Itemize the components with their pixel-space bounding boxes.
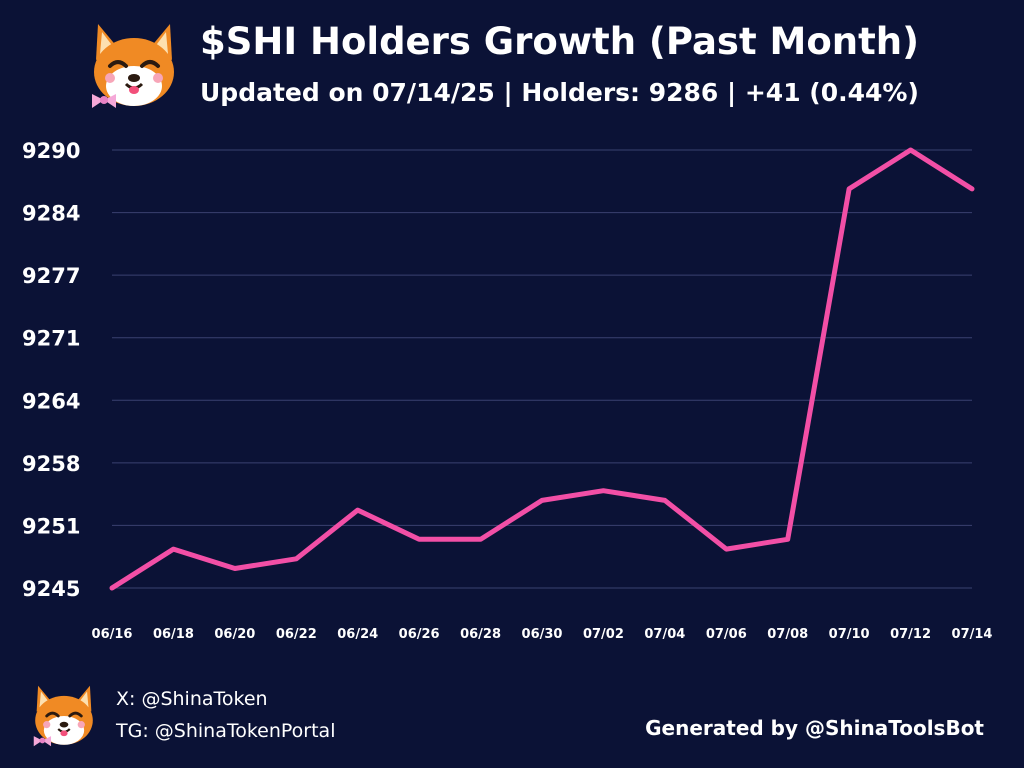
generated-by-text: Generated by @ShinaToolsBot xyxy=(645,716,984,740)
shiba-inu-logo-icon xyxy=(92,24,174,108)
y-tick-label: 9264 xyxy=(22,389,80,413)
x-axis-ticks: 06/16 06/18 06/20 06/22 06/24 06/26 06/28 06/30… xyxy=(92,627,993,642)
shiba-inu-footer-icon xyxy=(33,685,93,747)
x-tick-label: 07/12 xyxy=(890,627,931,642)
x-tick-label: 06/26 xyxy=(399,627,440,642)
x-tick-label: 06/24 xyxy=(337,627,378,642)
x-tick-label: 07/08 xyxy=(767,627,808,642)
y-tick-label: 9277 xyxy=(22,264,80,288)
x-handle-link[interactable]: X: @ShinaToken xyxy=(116,688,268,710)
series-layer xyxy=(109,147,975,591)
x-tick-label: 06/28 xyxy=(460,627,501,642)
x-tick-label: 06/22 xyxy=(276,627,317,642)
x-tick-label: 07/06 xyxy=(706,627,747,642)
y-tick-label: 9290 xyxy=(22,139,80,163)
x-tick-label: 06/30 xyxy=(522,627,563,642)
y-axis-ticks: 9290 9284 9277 9271 9264 9258 9251 9245 xyxy=(22,139,80,601)
tg-handle-link[interactable]: TG: @ShinaTokenPortal xyxy=(116,720,336,742)
y-tick-label: 9245 xyxy=(22,577,80,601)
x-tick-label: 06/16 xyxy=(92,627,133,642)
y-tick-label: 9258 xyxy=(22,452,80,476)
chart-subtitle: Updated on 07/14/25 | Holders: 9286 | +4… xyxy=(200,78,919,107)
x-tick-label: 07/02 xyxy=(583,627,624,642)
x-tick-label: 06/18 xyxy=(153,627,194,642)
x-tick-label: 06/20 xyxy=(214,627,255,642)
series-line xyxy=(109,147,975,591)
chart-title: $SHI Holders Growth (Past Month) xyxy=(200,20,920,63)
y-tick-label: 9251 xyxy=(22,514,80,538)
x-tick-label: 07/14 xyxy=(952,627,993,642)
y-tick-label: 9271 xyxy=(22,327,80,351)
y-tick-label: 9284 xyxy=(22,202,80,226)
x-tick-label: 07/10 xyxy=(829,627,870,642)
x-tick-label: 07/04 xyxy=(644,627,685,642)
grid-lines xyxy=(112,149,972,589)
